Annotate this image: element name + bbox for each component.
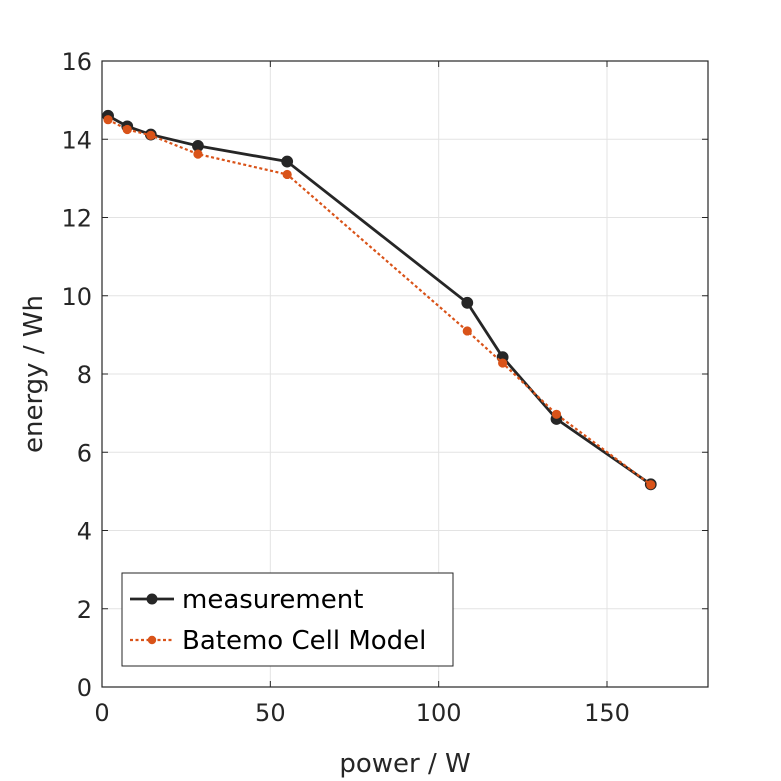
data-point-batemo-cell-model xyxy=(462,326,472,336)
axis-ticks: 0 50 100 150 0 2 4 6 8 10 12 14 16 xyxy=(61,48,708,727)
x-tick-label: 0 xyxy=(94,699,109,727)
series-line-measurement xyxy=(107,114,652,486)
data-point-batemo-cell-model xyxy=(103,115,113,125)
y-tick-label: 10 xyxy=(61,283,92,311)
series-line-batemo-cell-model xyxy=(107,118,652,486)
data-point-batemo-cell-model xyxy=(646,480,656,490)
x-tick-label: 150 xyxy=(584,699,630,727)
data-point-batemo-cell-model xyxy=(193,149,203,159)
y-tick-label: 2 xyxy=(77,596,92,624)
y-tick-label: 14 xyxy=(61,126,92,154)
legend-box xyxy=(121,572,454,667)
x-tick-label: 50 xyxy=(255,699,286,727)
y-axis-label: energy / Wh xyxy=(19,295,49,453)
data-point-measurement xyxy=(461,296,474,309)
plot-area xyxy=(102,109,657,491)
y-tick-label: 0 xyxy=(77,674,92,702)
data-point-batemo-cell-model xyxy=(282,169,292,180)
legend-label-batemo-cell-model: Batemo Cell Model xyxy=(182,626,426,656)
legend-marker-batemo-cell-model xyxy=(147,635,157,645)
x-axis-label: power / W xyxy=(339,749,470,779)
legend-marker-measurement xyxy=(146,593,158,605)
data-point-batemo-cell-model xyxy=(122,124,132,135)
y-tick-label: 12 xyxy=(61,205,92,233)
legend-label-measurement: measurement xyxy=(182,585,363,615)
y-tick-label: 16 xyxy=(61,48,92,76)
data-point-batemo-cell-model xyxy=(498,358,508,368)
data-point-measurement xyxy=(281,155,294,168)
data-point-batemo-cell-model xyxy=(146,130,156,140)
data-point-batemo-cell-model xyxy=(551,409,562,419)
y-tick-label: 4 xyxy=(77,518,92,546)
x-tick-label: 100 xyxy=(416,699,462,727)
y-tick-label: 8 xyxy=(77,361,92,389)
y-tick-label: 6 xyxy=(77,439,92,467)
legend: measurement Batemo Cell Model xyxy=(121,572,454,667)
